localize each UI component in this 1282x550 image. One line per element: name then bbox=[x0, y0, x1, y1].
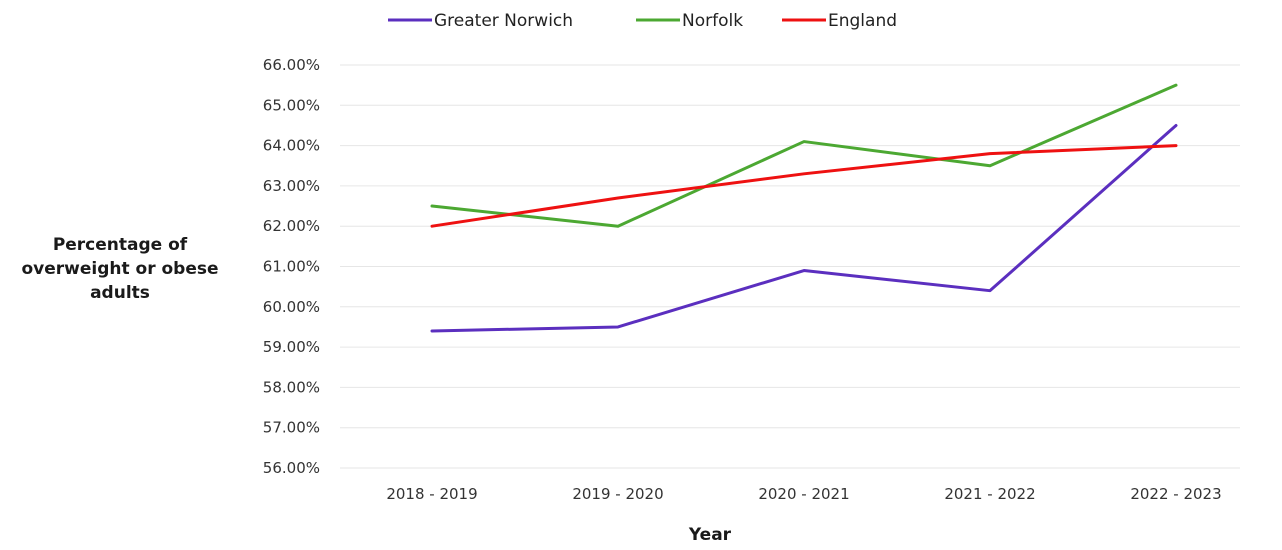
series-line bbox=[430, 123, 1178, 333]
y-tick-label: 62.00% bbox=[263, 217, 320, 235]
y-tick-label: 66.00% bbox=[263, 56, 320, 74]
x-tick-label: 2018 - 2019 bbox=[386, 485, 477, 503]
x-tick-label: 2020 - 2021 bbox=[758, 485, 849, 503]
x-tick-label: 2022 - 2023 bbox=[1130, 485, 1221, 503]
series-line bbox=[430, 83, 1178, 228]
y-tick-label: 58.00% bbox=[263, 378, 320, 396]
gridlines bbox=[340, 64, 1240, 469]
x-axis-title: Year bbox=[688, 525, 732, 545]
legend-label: England bbox=[828, 11, 897, 31]
y-tick-label: 63.00% bbox=[263, 177, 320, 195]
y-tick-label: 57.00% bbox=[263, 419, 320, 437]
legend-label: Norfolk bbox=[682, 11, 743, 31]
x-axis-ticks: 2018 - 2019 2019 - 2020 2020 - 2021 2021 - … bbox=[386, 485, 1221, 503]
legend-label: Greater Norwich bbox=[434, 11, 573, 31]
y-tick-label: 56.00% bbox=[263, 459, 320, 477]
y-tick-label: 60.00% bbox=[263, 298, 320, 316]
legend: Greater Norwich Norfolk England bbox=[388, 11, 897, 31]
y-tick-label: 64.00% bbox=[263, 137, 320, 155]
y-tick-label: 65.00% bbox=[263, 96, 320, 114]
y-axis-title: Percentage of overweight or obese adults bbox=[21, 235, 219, 303]
y-tick-label: 59.00% bbox=[263, 338, 320, 356]
y-tick-label: 61.00% bbox=[263, 258, 320, 276]
x-tick-label: 2019 - 2020 bbox=[572, 485, 663, 503]
x-tick-label: 2021 - 2022 bbox=[944, 485, 1035, 503]
series-line bbox=[430, 144, 1178, 228]
series-lines bbox=[430, 83, 1178, 333]
y-axis-ticks: 56.00% 57.00% 58.00% 59.00% 60.00% 61.00% 62.0… bbox=[263, 56, 320, 477]
